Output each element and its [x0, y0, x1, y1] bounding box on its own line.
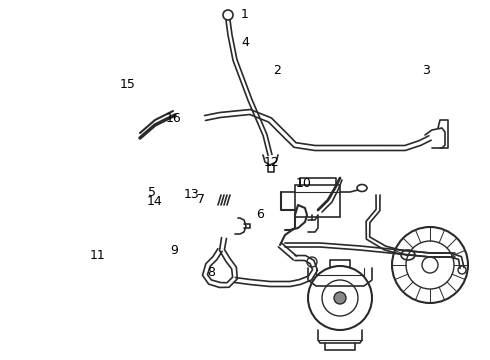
Text: 5: 5 [148, 186, 156, 199]
Text: 10: 10 [296, 177, 312, 190]
Text: 4: 4 [241, 36, 249, 49]
Text: 7: 7 [197, 193, 205, 206]
Text: 11: 11 [90, 249, 106, 262]
Text: 12: 12 [264, 156, 280, 168]
Text: 9: 9 [170, 244, 178, 257]
Text: 14: 14 [147, 195, 162, 208]
Text: 8: 8 [207, 266, 215, 279]
Text: 1: 1 [241, 8, 249, 21]
Text: 16: 16 [166, 112, 182, 125]
Text: 6: 6 [256, 208, 264, 221]
Bar [295, 185, 340, 217]
Text: 2: 2 [273, 64, 281, 77]
Circle shape [334, 292, 346, 304]
Text: 13: 13 [183, 188, 199, 201]
Text: 15: 15 [120, 78, 135, 91]
Text: 3: 3 [422, 64, 430, 77]
